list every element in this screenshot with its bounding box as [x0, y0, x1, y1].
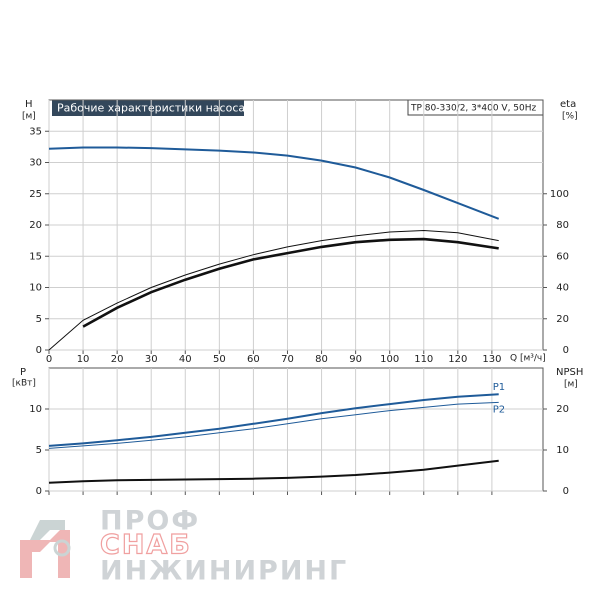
y-tick-label: 5 — [36, 445, 42, 456]
watermark-text: СНАБ — [100, 530, 192, 561]
plot-frame — [48, 367, 544, 492]
y-axis-unit: [кВт] — [12, 379, 36, 389]
y-tick-label: 10 — [29, 283, 42, 294]
y-tick-label: 0 — [36, 345, 42, 356]
series-line — [48, 459, 499, 484]
y2-tick-label: 20 — [556, 404, 569, 415]
x-tick-label: 120 — [448, 354, 467, 365]
series-line — [48, 401, 499, 449]
series-label: P1 — [493, 382, 505, 393]
series-line — [48, 393, 499, 447]
logo-gear — [53, 539, 71, 557]
logo-shape — [30, 520, 65, 540]
y-axis-label: P — [20, 367, 26, 378]
series-line — [82, 237, 499, 328]
x-tick-label: 40 — [179, 354, 192, 365]
x-tick-label: 80 — [315, 354, 328, 365]
x-tick-label: 50 — [213, 354, 226, 365]
watermark-logo — [20, 520, 71, 578]
x-tick-label: 130 — [482, 354, 501, 365]
series-label: P2 — [493, 404, 505, 415]
y-tick-label: 25 — [29, 189, 42, 200]
y-tick-label: 0 — [36, 486, 42, 497]
y2-tick-label: 0 — [563, 486, 569, 497]
x-tick-label: 10 — [77, 354, 90, 365]
y2-axis-unit: [м] — [564, 380, 578, 390]
y-tick-label: 15 — [29, 251, 42, 262]
y2-tick-label: 80 — [556, 220, 569, 231]
x-tick-label: 100 — [380, 354, 399, 365]
y-tick-label: 5 — [36, 314, 42, 325]
y2-tick-label: 10 — [556, 445, 569, 456]
x-tick-label: 60 — [247, 354, 260, 365]
y-tick-label: 20 — [29, 220, 42, 231]
y-axis-label: H — [25, 99, 33, 110]
y2-axis-label: eta — [560, 99, 576, 110]
x-tick-label: 30 — [145, 354, 158, 365]
watermark-text: ПРОФ — [100, 506, 200, 537]
y2-axis-unit: [%] — [562, 112, 578, 122]
series-line — [48, 229, 499, 351]
x-tick-label: 70 — [281, 354, 294, 365]
series-line — [48, 146, 500, 220]
chart-subtitle: TP 80-330/2, 3*400 V, 50Hz — [410, 104, 537, 114]
x-tick-label: 0 — [46, 354, 52, 365]
y2-axis-label: NPSH — [556, 367, 583, 378]
title-box — [52, 100, 244, 116]
y-tick-label: 30 — [29, 158, 42, 169]
y-tick-label: 10 — [29, 404, 42, 415]
y-tick-label: 35 — [29, 126, 42, 137]
x-tick-label: 90 — [349, 354, 362, 365]
x-axis-label: Q [м³/ч] — [510, 354, 546, 364]
y2-tick-label: 20 — [556, 314, 569, 325]
x-tick-label: 20 — [111, 354, 124, 365]
watermark-text: ИНЖИНИРИНГ — [100, 556, 348, 587]
y2-tick-label: 100 — [550, 189, 569, 200]
x-tick-label: 110 — [414, 354, 433, 365]
y2-tick-label: 0 — [563, 345, 569, 356]
y2-tick-label: 60 — [556, 251, 569, 262]
y-axis-unit: [м] — [22, 112, 36, 122]
y2-tick-label: 40 — [556, 283, 569, 294]
